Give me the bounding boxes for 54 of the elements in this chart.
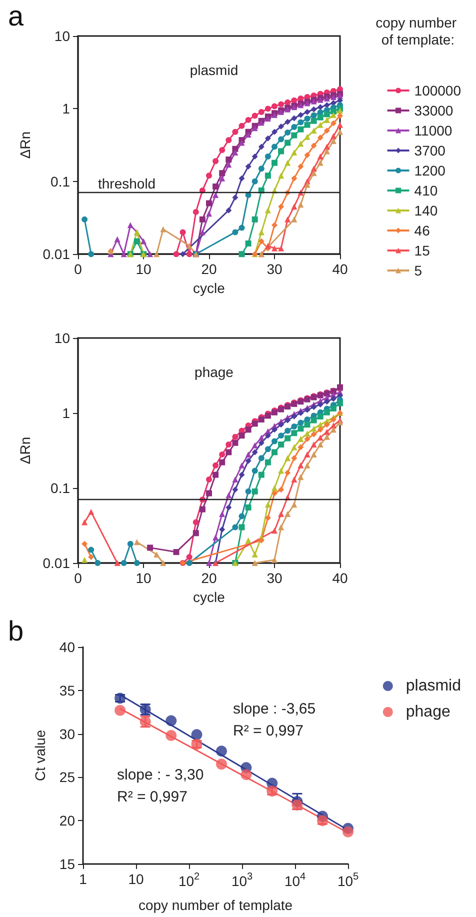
x-tick-label: 30: [266, 570, 282, 586]
y-tick-label: 40: [59, 639, 76, 655]
annotation: slope : -3,65: [233, 700, 316, 718]
legend-label: 5: [414, 262, 422, 278]
y-axis-title: ΔRn: [16, 436, 33, 464]
x-tick-label: 10: [128, 871, 144, 887]
annotation: R² = 0,997: [117, 788, 188, 806]
text: b: [8, 616, 24, 646]
legend-label: 46: [414, 222, 430, 238]
x-tick-label: 1: [79, 871, 88, 887]
x-tick-label: 40: [332, 570, 348, 586]
x-tick-label: 20: [201, 261, 217, 278]
legend-label: plasmid: [406, 678, 462, 694]
y-tick-label: 25: [59, 769, 76, 786]
legend-title: copy number of template:: [376, 14, 460, 48]
legend-label: 3700: [414, 142, 446, 158]
legend-label: phage: [406, 704, 450, 720]
y-tick-label: 15: [59, 856, 76, 872]
y-axis-title: ΔRn: [16, 131, 33, 159]
y-tick-label: 0.1: [50, 480, 70, 496]
legend-label: 410: [414, 182, 438, 198]
x-tick-label: 10: [136, 570, 152, 586]
y-tick-label: 35: [59, 682, 76, 698]
x-tick-label: 0: [74, 570, 82, 586]
legend-label: 1200: [414, 162, 446, 178]
y-tick-label: 20: [59, 812, 76, 829]
legend-label: 140: [414, 202, 438, 218]
y-tick-label: 0.1: [50, 173, 70, 190]
annotation: R² = 0,997: [233, 722, 304, 740]
x-axis-title: copy number of template: [138, 897, 293, 913]
x-tick-label: 30: [266, 261, 282, 278]
legend-label: 11000: [414, 122, 452, 138]
x-axis-title: cycle: [193, 280, 226, 296]
x-tick-label: 20: [201, 570, 217, 586]
x-tick-label: 40: [332, 261, 348, 278]
y-tick-label: 0.01: [42, 555, 70, 571]
ref-line-label: threshold: [98, 176, 156, 192]
x-axis-title: cycle: [193, 588, 226, 605]
y-tick-label: 1: [62, 405, 70, 421]
text: phage: [194, 364, 234, 380]
y-tick-label: 10: [54, 330, 70, 346]
text: a: [8, 0, 24, 32]
annotation: slope : - 3,30: [117, 766, 204, 784]
y-tick-label: 10: [54, 28, 70, 44]
legend-label: 100000: [414, 82, 462, 98]
y-tick-label: 1: [62, 100, 70, 117]
x-tick-label: 0: [74, 261, 82, 278]
legend-label: 33000: [414, 102, 454, 118]
y-tick-label: 30: [59, 726, 76, 742]
x-tick-label: 10: [136, 261, 152, 278]
text: plasmid: [190, 62, 238, 78]
y-tick-label: 0.01: [42, 246, 70, 262]
y-axis-title: Ct value: [32, 730, 48, 782]
legend-label: 15: [414, 242, 430, 258]
